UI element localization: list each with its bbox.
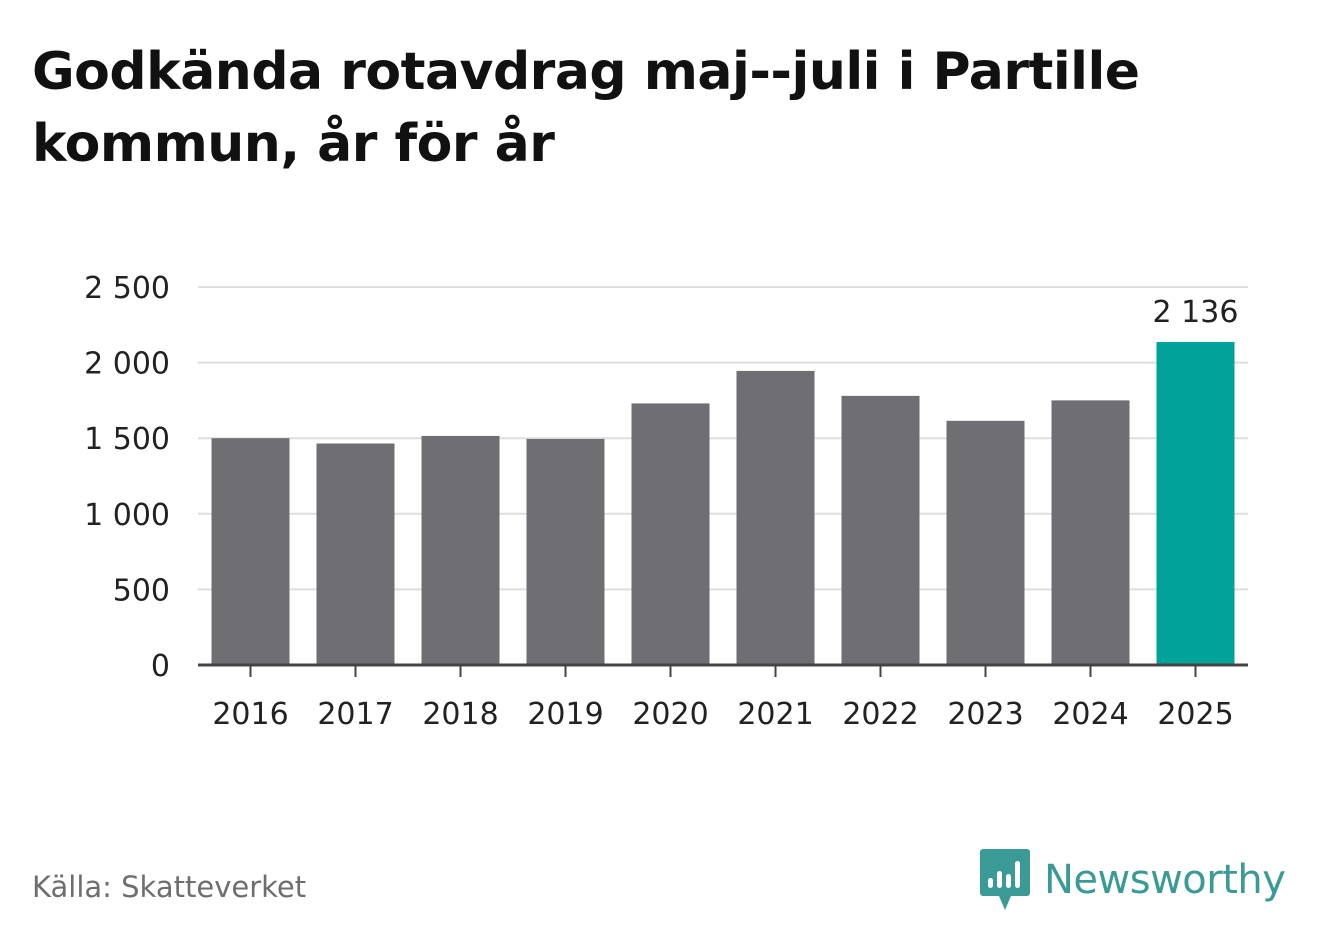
x-tick-label: 2024 xyxy=(1052,697,1128,732)
y-tick-label: 2 000 xyxy=(84,347,170,382)
x-tick-label: 2020 xyxy=(632,697,708,732)
x-tick-label: 2022 xyxy=(842,697,918,732)
y-tick-label: 0 xyxy=(151,649,170,684)
y-tick-label: 1 000 xyxy=(84,498,170,533)
bar-2017 xyxy=(316,443,395,665)
x-tick-label: 2021 xyxy=(737,697,813,732)
y-tick-label: 500 xyxy=(113,573,170,608)
bar-2023 xyxy=(946,420,1025,665)
brand-logo: Newsworthy xyxy=(980,848,1286,912)
source-note: Källa: Skatteverket xyxy=(32,870,307,904)
y-tick-label: 2 500 xyxy=(84,271,170,306)
bar-2018 xyxy=(421,435,500,665)
bar-2025 xyxy=(1156,342,1235,665)
bar-2020 xyxy=(631,403,710,665)
bars xyxy=(211,342,1235,665)
newsworthy-logo-icon xyxy=(980,849,1030,910)
x-tick-label: 2018 xyxy=(422,697,498,732)
x-tick-label: 2019 xyxy=(527,697,603,732)
brand-name: Newsworthy xyxy=(1044,857,1286,903)
x-tick-label: 2023 xyxy=(947,697,1023,732)
bar-2019 xyxy=(526,438,605,665)
x-axis xyxy=(198,663,1248,677)
bar-2021 xyxy=(736,370,815,665)
data-label: 2 136 xyxy=(1153,295,1239,330)
chart-title: Godkända rotavdrag maj--juli i Partille … xyxy=(32,42,1140,174)
x-tick-label: 2016 xyxy=(212,697,288,732)
bar-2024 xyxy=(1051,400,1130,665)
x-tick-label: 2025 xyxy=(1157,697,1233,732)
bar-2022 xyxy=(841,395,920,665)
x-tick-label: 2017 xyxy=(317,697,393,732)
bar-2016 xyxy=(211,438,290,665)
labels: 0 500 1 000 1 500 2 000 2 500 2016 2017 2018 2019… xyxy=(84,271,1238,732)
y-tick-label: 1 500 xyxy=(84,422,170,457)
